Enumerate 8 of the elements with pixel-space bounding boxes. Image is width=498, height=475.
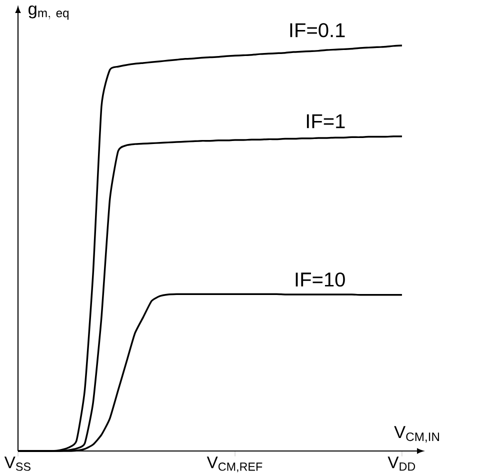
series-label: IF=10 [296,272,345,287]
series-label: IF=0.1 [290,23,345,38]
x-tick-label: V$_{DD}$ [388,456,416,471]
x-tick-label: V$_{CM,REF}$ [206,456,262,472]
x-tick-label: V$_{SS}$ [4,456,30,471]
x-axis-title: V$_{CM,IN}$ [394,426,439,443]
series-label: IF=1 [306,114,345,128]
y-axis-title: $\mathrm{g}_{\mathrm{m,\ eq}}$ [28,5,69,20]
